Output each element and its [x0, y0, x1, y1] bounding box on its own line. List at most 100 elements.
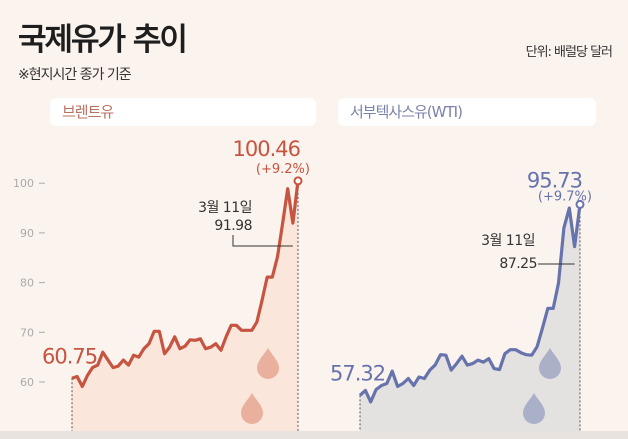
data-point [472, 363, 474, 365]
end-value-label: 100.46 [233, 137, 301, 161]
oil-drop-icon [257, 348, 279, 379]
data-point [261, 299, 263, 301]
data-point [568, 207, 570, 209]
data-point [364, 389, 366, 391]
data-point [445, 354, 447, 356]
data-point [488, 358, 490, 360]
data-point [509, 349, 511, 351]
data-point [225, 336, 227, 338]
wti-chart: 57.32 95.73(+9.7%) 3월 11일 87.25 [330, 168, 592, 431]
price-line [358, 204, 582, 404]
data-point [251, 329, 253, 331]
data-point [402, 382, 404, 384]
data-point [205, 348, 207, 350]
brent-chart: 60 70 80 90 100 60.75 100.46(+9.2%) 3월 11일 91.98 [13, 137, 310, 431]
data-point [380, 384, 382, 386]
data-point [235, 324, 237, 326]
data-point [558, 282, 560, 284]
data-point [461, 355, 463, 357]
area-fill [72, 180, 298, 431]
data-point [466, 364, 468, 366]
wti-label: 서부텍사스유(WTI) [338, 98, 596, 126]
data-point [397, 385, 399, 387]
data-point [525, 354, 527, 356]
data-point [230, 324, 232, 326]
data-point [215, 343, 217, 345]
end-point-marker [575, 199, 585, 209]
data-point [541, 327, 543, 329]
data-point [199, 338, 201, 340]
data-point [128, 364, 129, 366]
oil-drop-icon [523, 393, 545, 424]
data-point [391, 370, 393, 372]
brent-label: 브렌트유 [50, 98, 316, 126]
data-point [194, 339, 196, 341]
data-point [179, 348, 181, 350]
y-tick-label: 70 [20, 326, 34, 339]
data-point [174, 336, 176, 338]
data-point [418, 376, 420, 378]
start-value-label: 60.75 [42, 344, 97, 368]
data-point [133, 354, 135, 356]
data-point [148, 343, 150, 345]
data-point [574, 246, 576, 248]
data-point [563, 227, 565, 229]
data-point [81, 385, 83, 387]
y-tick-label: 100 [13, 177, 34, 190]
annotation-value: 91.98 [214, 218, 252, 234]
data-point [407, 378, 409, 380]
data-point [271, 276, 273, 278]
subtitle: ※현지시간 종가 기준 [18, 67, 132, 83]
annotation-date: 3월 11일 [481, 233, 535, 249]
data-point [189, 339, 191, 341]
baseline-strip [0, 431, 628, 439]
data-point [266, 276, 268, 278]
data-point [76, 376, 78, 378]
area-fill [360, 204, 580, 431]
data-point [112, 367, 114, 369]
oil-drop-icon [241, 393, 263, 424]
data-point [477, 359, 479, 361]
unit-label: 단위: 배럴당 달러 [525, 45, 613, 60]
data-point [450, 369, 452, 371]
data-point [97, 364, 99, 366]
y-tick-label: 90 [20, 227, 34, 240]
data-point [153, 330, 155, 332]
data-point [107, 359, 109, 361]
start-value-label: 57.32 [330, 361, 385, 385]
end-change-label: (+9.7%) [538, 189, 592, 204]
data-point [287, 188, 289, 190]
data-point [536, 346, 538, 348]
y-tick-label: 60 [20, 376, 34, 389]
data-point [292, 222, 294, 224]
data-point [359, 394, 361, 396]
data-point [220, 349, 222, 351]
data-point [482, 361, 484, 363]
oil-drop-icon [539, 348, 561, 379]
data-point [439, 354, 441, 356]
annotation-value: 87.25 [499, 256, 537, 272]
data-point [256, 321, 258, 323]
data-point [434, 364, 436, 366]
data-point [547, 307, 549, 309]
data-point [210, 346, 212, 348]
data-point [282, 222, 284, 224]
data-point [493, 368, 495, 370]
data-point [102, 351, 104, 353]
y-tick-label: 80 [20, 277, 34, 290]
data-point [499, 369, 501, 371]
annotation-date: 3월 11일 [198, 200, 252, 216]
data-point [370, 401, 372, 403]
annotation-leader [232, 235, 293, 247]
data-point [552, 307, 554, 309]
data-point [184, 345, 186, 347]
data-point [117, 365, 119, 367]
data-point [504, 353, 506, 355]
data-point [158, 330, 160, 332]
data-point [169, 346, 171, 348]
data-point [423, 378, 425, 380]
data-point [375, 388, 377, 390]
data-point [163, 353, 165, 355]
data-point [71, 377, 73, 379]
